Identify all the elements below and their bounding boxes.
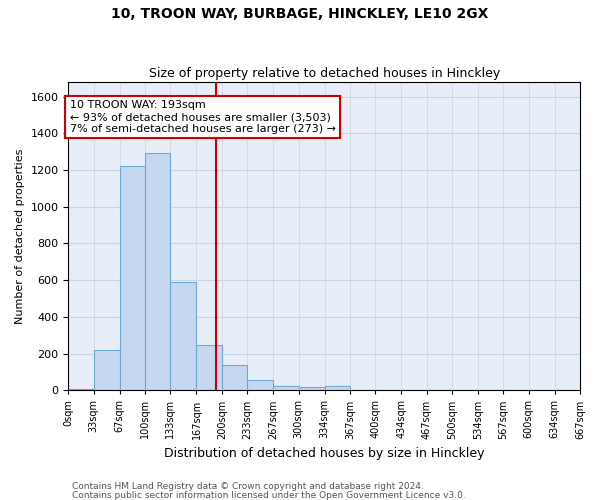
Bar [145,152,170,390]
Title: Size of property relative to detached houses in Hinckley: Size of property relative to detached ho… [149,66,500,80]
Y-axis label: Number of detached properties: Number of detached properties [15,148,25,324]
Bar [299,386,325,390]
Bar [273,386,299,390]
Text: Contains public sector information licensed under the Open Government Licence v3: Contains public sector information licen… [72,490,466,500]
Bar [170,282,196,391]
Bar [196,346,222,391]
Bar [94,350,120,391]
Bar [247,380,273,390]
Text: Contains HM Land Registry data © Crown copyright and database right 2024.: Contains HM Land Registry data © Crown c… [72,482,424,491]
Bar [120,166,145,390]
Text: 10, TROON WAY, BURBAGE, HINCKLEY, LE10 2GX: 10, TROON WAY, BURBAGE, HINCKLEY, LE10 2… [112,8,488,22]
Text: 10 TROON WAY: 193sqm
← 93% of detached houses are smaller (3,503)
7% of semi-det: 10 TROON WAY: 193sqm ← 93% of detached h… [70,100,336,134]
X-axis label: Distribution of detached houses by size in Hinckley: Distribution of detached houses by size … [164,447,484,460]
Bar [222,364,247,390]
Bar [325,386,350,390]
